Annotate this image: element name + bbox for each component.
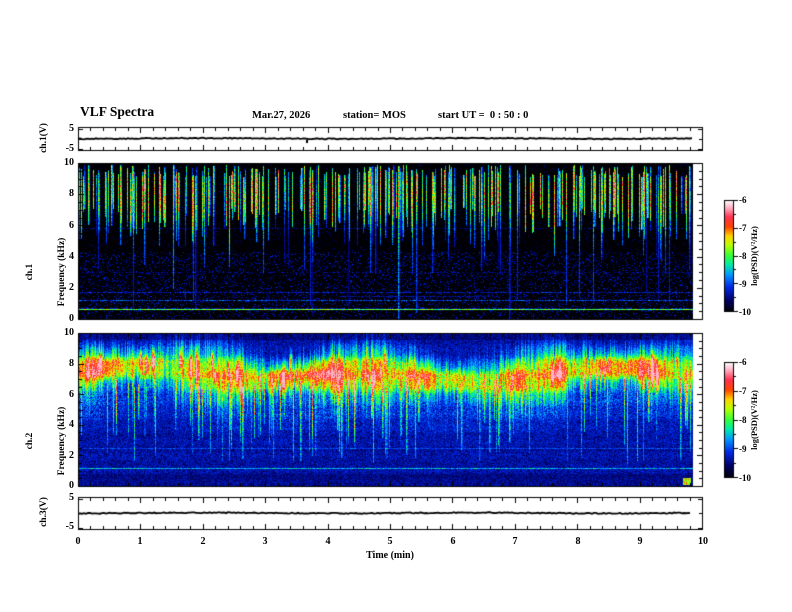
time-tick: 1 — [137, 536, 143, 547]
date-label: Mar.27, 2026 — [252, 110, 311, 121]
colorbar2-tick: -10 — [739, 473, 751, 483]
time-tick: 10 — [698, 536, 708, 547]
colorbar1-label: log(PSD)(V²/Hz) — [749, 226, 759, 286]
colorbar1-tick: -6 — [739, 195, 747, 205]
colorbar2-tick: -6 — [739, 357, 747, 367]
time-tick: 5 — [387, 536, 393, 547]
colorbar2-tick: -7 — [739, 386, 747, 396]
ch1-spec-ytick: 2 — [69, 282, 74, 293]
station-label: station= MOS — [343, 110, 406, 121]
time-tick: 7 — [512, 536, 518, 547]
ch1-spec-ytick: 8 — [69, 188, 74, 199]
ch1v-ytick: -5 — [65, 143, 74, 154]
ch2-spec-ytick: 10 — [64, 327, 74, 338]
time-tick: 3 — [262, 536, 268, 547]
ch1-spec-ytick: 6 — [69, 220, 74, 231]
ch1-spec-axis-line2: Frequency (kHz) — [56, 237, 67, 307]
ch2-spec-ytick: 8 — [69, 358, 74, 369]
page-title: VLF Spectra — [80, 104, 155, 119]
ch1v-axis-label: ch.1(V) — [39, 123, 49, 153]
ch1-spec-ytick: 0 — [69, 313, 74, 324]
ch1v-ytick: 5 — [69, 123, 74, 134]
colorbar1-tick: -7 — [739, 223, 747, 233]
colorbar1-tick: -10 — [739, 307, 751, 317]
ch1-spec-ytick: 10 — [64, 157, 74, 168]
colorbar1-tick: -9 — [739, 279, 747, 289]
time-tick: 2 — [200, 536, 206, 547]
ch2-spec-ytick: 6 — [69, 389, 74, 400]
start-ut-label: start UT = 0 : 50 : 0 — [438, 110, 529, 121]
ch1-spec-ytick: 4 — [69, 251, 74, 262]
time-tick: 9 — [637, 536, 643, 547]
ch2-spec-axis-line1: ch.2 — [25, 432, 35, 450]
ch3v-ytick: 5 — [69, 492, 74, 503]
time-axis-label: Time (min) — [366, 550, 414, 561]
colorbar1-tick: -8 — [739, 251, 747, 261]
ch1-spec-axis-line1: ch.1 — [25, 263, 35, 281]
time-tick: 4 — [325, 536, 331, 547]
time-tick: 8 — [575, 536, 581, 547]
ch1-spec-axis-label: ch.1 Frequency (kHz) — [4, 212, 88, 332]
ch3v-axis-label: ch.3(V) — [39, 497, 49, 527]
ch2-spec-axis-line2: Frequency (kHz) — [56, 406, 67, 476]
ch2-spec-ytick: 4 — [69, 419, 74, 430]
ch3v-ytick: -5 — [65, 521, 74, 532]
time-tick: 0 — [75, 536, 81, 547]
ch2-spec-ytick: 0 — [69, 480, 74, 491]
time-tick: 6 — [450, 536, 456, 547]
colorbar2-label: log(PSD)(V²/Hz) — [749, 390, 759, 450]
colorbar2-tick: -8 — [739, 415, 747, 425]
colorbar2-tick: -9 — [739, 444, 747, 454]
ch2-spec-ytick: 2 — [69, 450, 74, 461]
